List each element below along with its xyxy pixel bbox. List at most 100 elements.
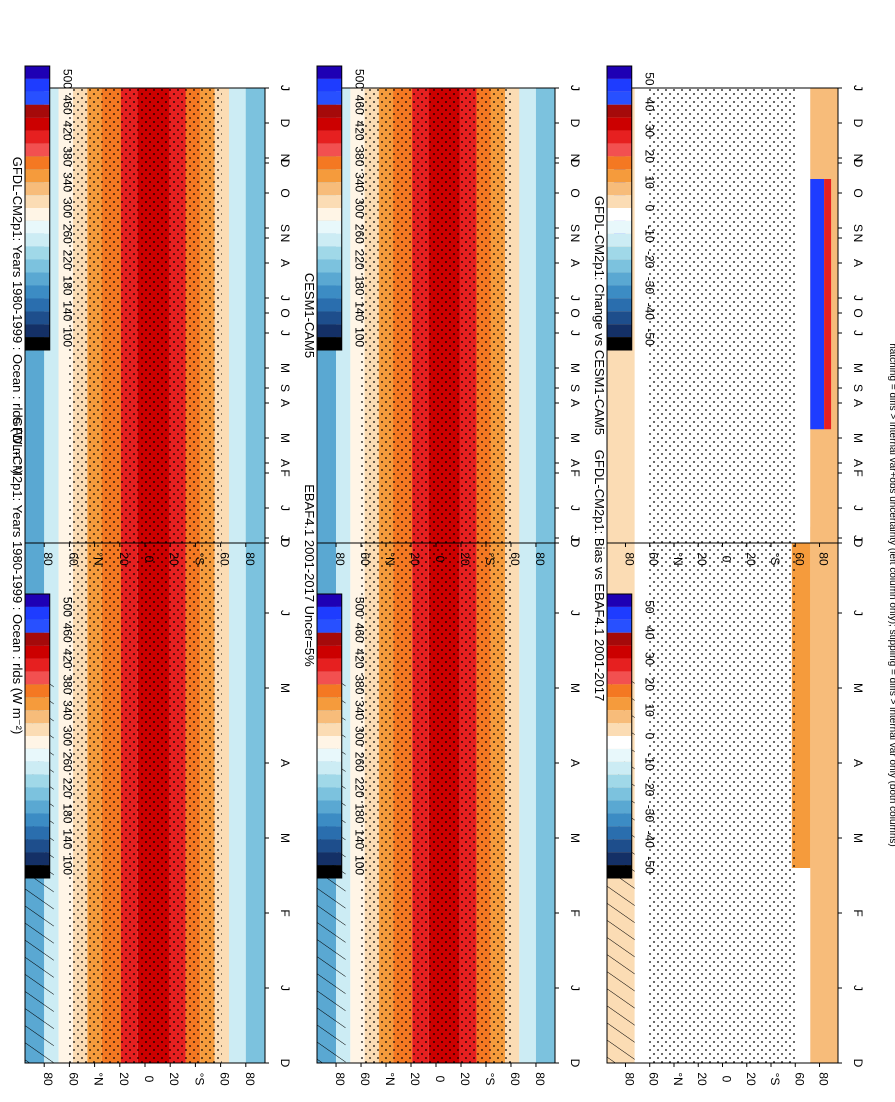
colorbar-label: 10	[643, 176, 657, 190]
lat-tick-label: 20	[117, 1072, 131, 1086]
colorbar-label: 500	[61, 597, 75, 617]
colorbar-swatch	[317, 233, 342, 247]
month-tick-label: O	[851, 188, 865, 197]
lat-tick-label: 60	[647, 552, 661, 566]
colorbar-swatch	[607, 130, 632, 144]
colorbar-swatch	[317, 337, 342, 350]
month-tick-label: J	[568, 85, 582, 91]
month-tick-label: J	[568, 85, 582, 91]
lat-tick-label: 80	[622, 552, 636, 566]
colorbar-label: -40	[643, 303, 657, 321]
month-tick-label: M	[568, 363, 582, 373]
colorbar-swatch	[607, 104, 632, 118]
colorbar-swatch	[25, 143, 50, 157]
month-tick-label: S	[568, 384, 582, 392]
colorbar-swatch	[607, 195, 632, 208]
colorbar-swatch	[317, 66, 342, 79]
colorbar-swatch	[317, 246, 342, 260]
colorbar-swatch	[317, 761, 342, 775]
colorbar-swatch	[607, 143, 632, 157]
colorbar-label: 340	[61, 172, 75, 192]
lat-tick-label: 60	[647, 1072, 661, 1086]
colorbar-swatch	[25, 774, 50, 788]
colorbar-label: 460	[353, 95, 367, 115]
colorbar-label: 20	[643, 678, 657, 692]
colorbar: 500 460 420 380 340 300 260 220 180 140 100	[316, 65, 367, 351]
colorbar-label: 100	[353, 327, 367, 347]
colorbar-label: 20	[643, 150, 657, 164]
colorbar-swatch	[607, 78, 632, 92]
colorbar-label: 340	[61, 700, 75, 720]
colorbar-swatch	[317, 839, 342, 853]
month-tick-label: M	[568, 433, 582, 443]
colorbar-swatch	[607, 285, 632, 299]
lat-tick-label: 20	[117, 552, 131, 566]
colorbar-swatch	[25, 182, 50, 196]
colorbar-swatch	[607, 594, 632, 607]
colorbar-swatch	[25, 632, 50, 646]
colorbar-label: 40	[643, 98, 657, 112]
colorbar-swatch	[607, 324, 632, 338]
colorbar-swatch	[317, 671, 342, 685]
lat-tick-label: 60	[508, 1072, 522, 1086]
lat-tick-label: 80	[333, 1072, 347, 1086]
colorbar-label: 500	[353, 597, 367, 617]
month-tick-label: J	[278, 535, 292, 541]
colorbar-swatch	[25, 645, 50, 659]
panel-title: GFDL-CM2p1: Bias vs EBAF4.1 2001-2017	[592, 450, 607, 701]
month-tick-label: N	[568, 234, 582, 243]
lat-tick-label: 60	[792, 552, 806, 566]
colorbar-swatch	[317, 813, 342, 827]
colorbar-swatch	[25, 800, 50, 814]
colorbar-swatch	[607, 91, 632, 105]
lat-tick-label: °S	[192, 553, 206, 566]
colorbar-swatch	[25, 117, 50, 131]
lat-tick-label: 20	[167, 552, 181, 566]
lat-tick-label: °N	[383, 1072, 397, 1085]
colorbar-swatch	[317, 285, 342, 299]
colorbar-label: 380	[353, 146, 367, 166]
colorbar-swatch	[25, 259, 50, 273]
colorbar-swatch	[607, 826, 632, 840]
colorbar-swatch	[25, 246, 50, 260]
colorbar-swatch	[25, 826, 50, 840]
colorbar-swatch	[317, 697, 342, 711]
colorbar-label: 460	[61, 623, 75, 643]
shading-band	[535, 88, 555, 543]
colorbar-label: 0	[643, 205, 657, 212]
lat-tick-label: 80	[243, 1072, 257, 1086]
colorbar-frame	[606, 593, 633, 879]
colorbar-frame	[316, 65, 343, 351]
month-tick-label: J	[568, 985, 582, 991]
month-tick-label: M	[851, 683, 865, 693]
month-tick-label: N	[851, 154, 865, 163]
month-tick-label: F	[568, 469, 582, 476]
month-tick-label: O	[568, 188, 582, 197]
colorbar-swatch	[317, 619, 342, 633]
colorbar-swatch	[25, 606, 50, 620]
month-tick-label: M	[851, 363, 865, 373]
colorbar-swatch	[317, 723, 342, 736]
colorbar-label: 260	[353, 224, 367, 244]
colorbar-swatch	[607, 632, 632, 646]
colorbar-label: 300	[61, 198, 75, 218]
month-tick-label: F	[278, 469, 292, 476]
colorbar-label: 380	[61, 674, 75, 694]
colorbar-swatch	[607, 671, 632, 685]
lat-tick-label: 20	[744, 552, 758, 566]
lat-tick-label: 0	[142, 1076, 156, 1083]
lat-tick-label: °S	[483, 1073, 497, 1086]
colorbar-swatch	[607, 182, 632, 196]
colorbar-swatch	[25, 736, 50, 749]
lat-tick-label: °N	[671, 552, 685, 565]
lat-tick-label: 60	[358, 552, 372, 566]
month-tick-label: A	[278, 399, 292, 407]
shading-band	[245, 88, 265, 543]
colorbar-swatch	[25, 324, 50, 338]
colorbar-swatch	[25, 272, 50, 286]
month-tick-label: A	[568, 399, 582, 407]
colorbar-frame	[316, 593, 343, 879]
anomaly-patch	[810, 179, 825, 430]
month-tick-label: J	[851, 985, 865, 991]
